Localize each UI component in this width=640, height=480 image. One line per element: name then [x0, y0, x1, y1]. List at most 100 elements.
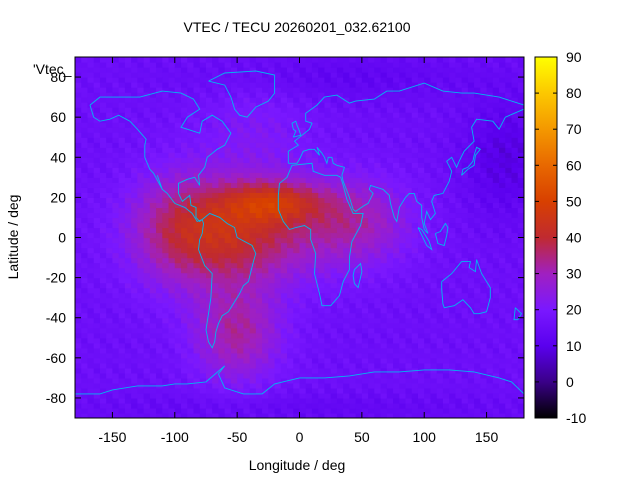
heatmap-cell	[181, 112, 188, 118]
heatmap-cell	[112, 322, 120, 329]
heatmap-cell	[106, 302, 114, 309]
heatmap-cell	[93, 62, 101, 68]
heatmap-cell	[162, 57, 170, 63]
heatmap-cell	[81, 317, 89, 324]
heatmap-cell	[480, 192, 488, 198]
heatmap-cell	[168, 317, 176, 324]
heatmap-cell	[268, 362, 276, 369]
heatmap-cell	[374, 332, 382, 339]
heatmap-cell	[305, 402, 313, 409]
heatmap-cell	[174, 322, 182, 329]
heatmap-cell	[199, 387, 207, 394]
heatmap-cell	[368, 177, 375, 183]
heatmap-cell	[287, 257, 294, 264]
heatmap-cell	[349, 392, 357, 399]
heatmap-cell	[424, 262, 432, 269]
heatmap-cell	[93, 202, 101, 209]
heatmap-cell	[299, 327, 307, 334]
heatmap-cells	[75, 57, 524, 418]
heatmap-cell	[480, 382, 488, 389]
heatmap-cell	[349, 397, 357, 404]
heatmap-cell	[449, 187, 457, 193]
heatmap-cell	[212, 102, 220, 108]
heatmap-cell	[205, 82, 213, 88]
heatmap-cell	[124, 252, 132, 259]
heatmap-cell	[424, 412, 432, 418]
heatmap-cell	[212, 367, 220, 374]
heatmap-cell	[311, 237, 319, 244]
heatmap-cell	[299, 332, 307, 339]
heatmap-cell	[480, 302, 488, 309]
heatmap-cell	[224, 257, 232, 264]
heatmap-cell	[181, 362, 188, 369]
heatmap-cell	[492, 402, 500, 409]
heatmap-cell	[149, 172, 157, 178]
heatmap-cell	[156, 362, 163, 369]
heatmap-cell	[118, 257, 126, 264]
heatmap-cell	[268, 252, 276, 259]
heatmap-cell	[386, 232, 394, 239]
heatmap-cell	[262, 372, 269, 379]
heatmap-cell	[442, 187, 450, 193]
heatmap-cell	[149, 147, 157, 153]
heatmap-cell	[293, 87, 301, 93]
heatmap-cell	[181, 202, 188, 209]
heatmap-cell	[112, 372, 120, 379]
heatmap-cell	[149, 227, 157, 234]
heatmap-cell	[106, 382, 114, 389]
heatmap-cell	[87, 137, 95, 143]
heatmap-cell	[99, 317, 107, 324]
heatmap-cell	[455, 292, 463, 299]
heatmap-cell	[417, 352, 425, 359]
heatmap-cell	[237, 337, 244, 344]
heatmap-cell	[237, 297, 244, 304]
heatmap-cell	[442, 267, 450, 274]
heatmap-cell	[480, 152, 488, 158]
heatmap-cell	[324, 177, 332, 183]
heatmap-cell	[106, 102, 114, 108]
heatmap-cell	[374, 287, 382, 294]
heatmap-cell	[411, 377, 419, 384]
heatmap-cell	[442, 307, 450, 314]
heatmap-cell	[299, 197, 307, 203]
heatmap-cell	[99, 107, 107, 113]
heatmap-cell	[305, 342, 313, 349]
heatmap-cell	[274, 127, 282, 133]
heatmap-cell	[349, 267, 357, 274]
heatmap-cell	[299, 182, 307, 188]
heatmap-cell	[268, 262, 276, 269]
heatmap-cell	[224, 207, 232, 214]
heatmap-cell	[380, 177, 388, 183]
heatmap-cell	[330, 192, 338, 198]
heatmap-cell	[405, 142, 413, 148]
heatmap-cell	[143, 407, 151, 414]
heatmap-cell	[81, 62, 89, 68]
heatmap-cell	[293, 182, 301, 188]
heatmap-cell	[318, 177, 326, 183]
heatmap-cell	[193, 362, 201, 369]
heatmap-cell	[424, 72, 432, 78]
heatmap-cell	[436, 212, 444, 219]
heatmap-cell	[274, 402, 282, 409]
heatmap-cell	[249, 157, 257, 163]
heatmap-cell	[355, 317, 363, 324]
heatmap-cell	[268, 352, 276, 359]
heatmap-cell	[480, 412, 488, 418]
heatmap-cell	[237, 147, 244, 153]
heatmap-cell	[118, 187, 126, 193]
heatmap-cell	[343, 97, 350, 103]
heatmap-cell	[230, 317, 238, 324]
heatmap-cell	[75, 312, 82, 319]
heatmap-cell	[112, 72, 120, 78]
heatmap-cell	[405, 322, 413, 329]
heatmap-cell	[249, 262, 257, 269]
heatmap-cell	[380, 387, 388, 394]
heatmap-cell	[361, 152, 369, 158]
heatmap-cell	[343, 202, 350, 209]
heatmap-cell	[118, 317, 126, 324]
heatmap-cell	[386, 77, 394, 83]
heatmap-cell	[268, 162, 276, 168]
heatmap-cell	[293, 332, 301, 339]
heatmap-cell	[181, 72, 188, 78]
heatmap-cell	[349, 172, 357, 178]
